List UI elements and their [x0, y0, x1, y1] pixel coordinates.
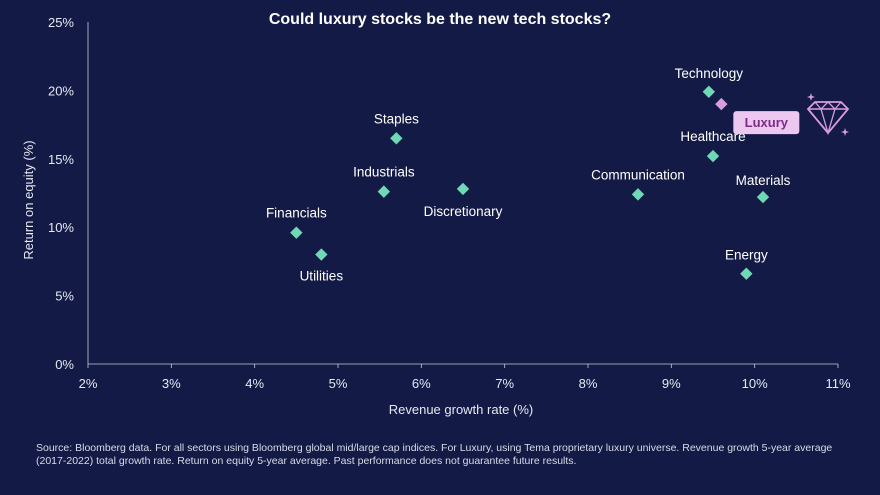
point-marker-financials	[290, 226, 303, 239]
point-label-materials: Materials	[736, 173, 791, 188]
x-tick-label: 11%	[825, 376, 850, 391]
y-tick-label: 5%	[55, 289, 74, 304]
y-tick-label: 10%	[48, 220, 74, 235]
point-label-utilities: Utilities	[300, 269, 344, 284]
source-note: Source: Bloomberg data. For all sectors …	[36, 442, 833, 467]
sparkle-icon	[807, 93, 815, 101]
x-tick-label: 10%	[742, 376, 768, 391]
point-marker-utilities	[315, 248, 328, 261]
x-tick-label: 9%	[662, 376, 681, 391]
point-label-healthcare: Healthcare	[680, 129, 745, 144]
y-tick-label: 0%	[55, 357, 74, 372]
point-marker-materials	[756, 190, 770, 204]
chart-title: Could luxury stocks be the new tech stoc…	[269, 11, 611, 28]
sparkle-icon	[841, 128, 849, 136]
point-marker-luxury	[715, 97, 728, 111]
point-marker-healthcare	[706, 149, 720, 163]
diamond-icon	[806, 101, 850, 136]
x-tick-label: 7%	[495, 376, 514, 391]
x-axis-label: Revenue growth rate (%)	[389, 402, 534, 417]
point-label-industrials: Industrials	[353, 165, 415, 180]
y-axis-ticks: 0% 5% 10% 15% 20% 25%	[48, 15, 74, 372]
point-label-communication: Communication	[591, 167, 685, 182]
data-points: Financials Utilities Industrials Staples Dis…	[266, 66, 800, 284]
luxury-badge	[733, 111, 800, 135]
point-label-technology: Technology	[675, 66, 744, 81]
point-marker-industrials	[377, 185, 391, 198]
axes	[87, 22, 838, 365]
point-marker-technology	[702, 85, 716, 98]
point-label-staples: Staples	[374, 111, 419, 126]
x-axis-ticks: 2% 3% 4% 5% 6% 7% 8% 9% 10% 11%	[79, 364, 851, 391]
y-tick-label: 15%	[48, 152, 74, 167]
x-tick-label: 2%	[79, 376, 98, 391]
point-label-discretionary: Discretionary	[424, 204, 503, 219]
x-tick-label: 8%	[579, 376, 598, 391]
x-tick-label: 4%	[245, 376, 264, 391]
point-marker-discretionary	[456, 182, 470, 196]
point-label-energy: Energy	[725, 248, 768, 263]
x-tick-label: 3%	[162, 376, 181, 391]
x-tick-label: 6%	[412, 376, 431, 391]
point-marker-staples	[390, 132, 403, 145]
point-marker-energy	[740, 267, 753, 280]
y-axis-label: Return on equity (%)	[21, 140, 36, 259]
point-label-luxury: Luxury	[745, 115, 789, 130]
point-marker-communication	[631, 188, 645, 201]
point-label-financials: Financials	[266, 206, 327, 221]
y-tick-label: 20%	[48, 83, 74, 98]
x-tick-label: 5%	[329, 376, 348, 391]
y-tick-label: 25%	[48, 15, 74, 30]
